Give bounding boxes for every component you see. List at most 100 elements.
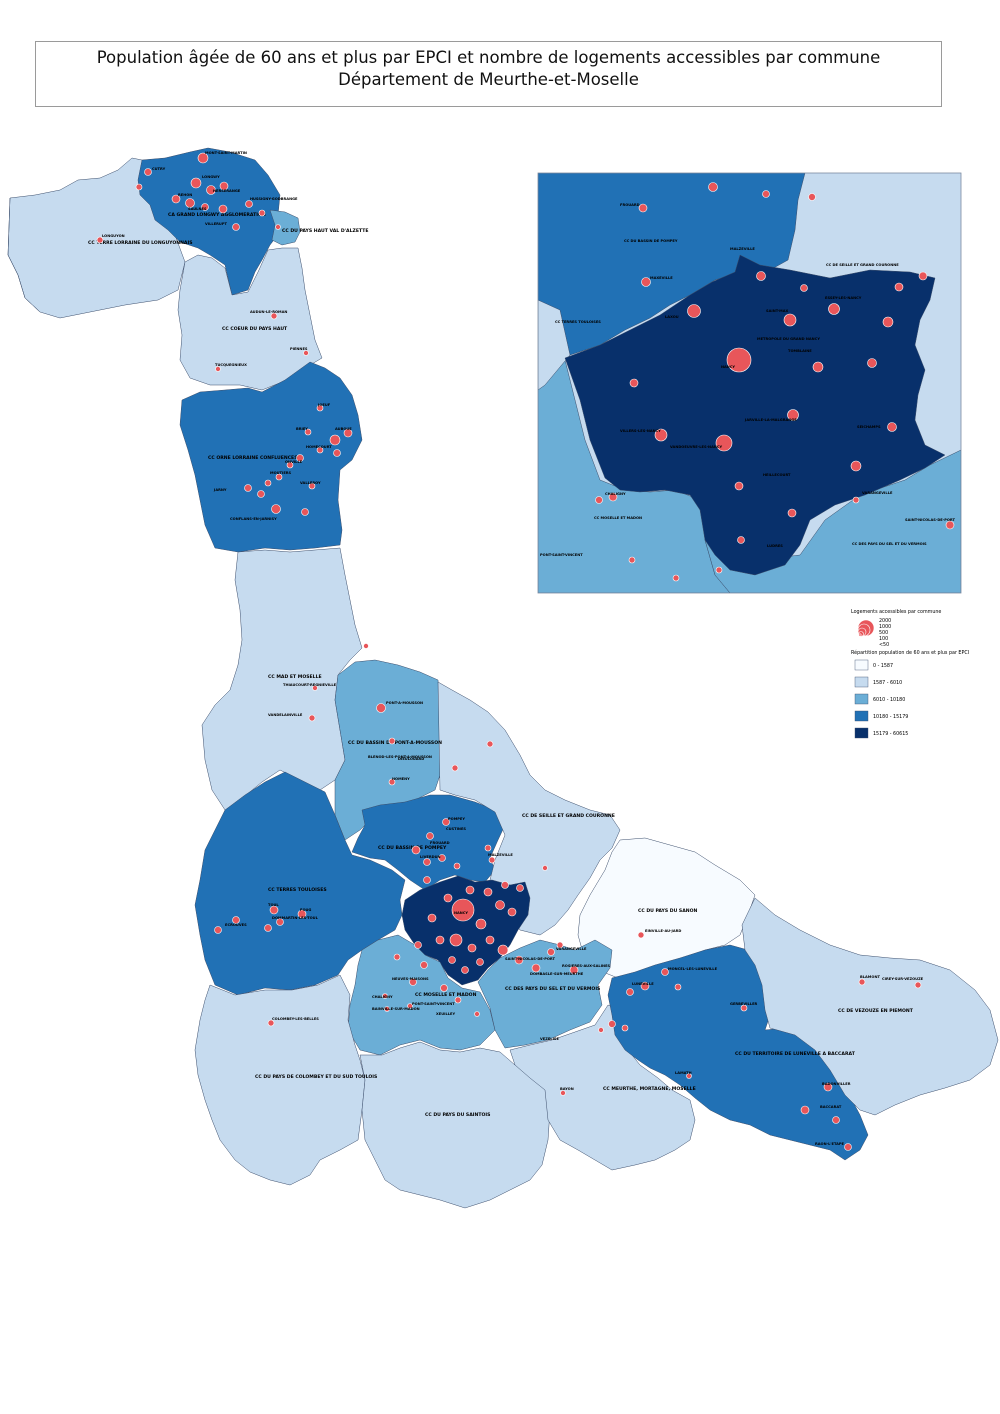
inset-commune-label: SEICHAMPS (857, 425, 881, 429)
commune-label: TOUL (268, 903, 279, 907)
epci-seille-grand-couronne (437, 681, 621, 936)
inset-commune-label: LAXOU (665, 315, 679, 319)
commune-bubble (608, 1020, 616, 1028)
commune-bubble (297, 909, 307, 919)
inset-bubble (608, 492, 618, 502)
commune-label: MALZEVILLE (488, 853, 513, 857)
inset-epci-label: CC DU BASSIN DE POMPEY (624, 239, 678, 243)
commune-bubble (484, 844, 492, 852)
epci-orne-lorraine-confluences (179, 361, 363, 553)
commune-bubble (435, 935, 445, 945)
zoom-inset: METROPOLE DU GRAND NANCY CC DE SEILLE ET… (537, 172, 962, 594)
commune-bubble (461, 966, 469, 974)
commune-label: HOMECOURT (306, 445, 332, 449)
commune-label: VILLERUPT (205, 222, 227, 226)
legend-class-label: 15179 - 60615 (873, 731, 908, 737)
legend-class-label: 0 - 1587 (873, 663, 893, 669)
commune-label: GERBEVILLER (730, 1002, 758, 1006)
inset-commune-label: SAINT-MAX (766, 309, 788, 313)
inset-bubble (595, 496, 603, 504)
commune-bubble (420, 961, 428, 969)
commune-label: PONT-SAINT-VINCENT (412, 1002, 455, 1006)
epci-label: CA GRAND LONGWY AGGLOMERATION (168, 212, 266, 218)
commune-bubble (621, 1024, 629, 1032)
commune-label: SAULNES (188, 207, 207, 211)
commune-label: CUTRY (152, 167, 166, 171)
commune-label: NANCY (454, 911, 468, 915)
commune-label: LONGUYON (102, 234, 125, 238)
epci-label: CC DU PAYS DE COLOMBEY ET DU SUD TOULOIS (255, 1074, 377, 1080)
commune-bubble (232, 916, 240, 924)
commune-bubble (443, 893, 453, 903)
commune-label: REHON (178, 193, 192, 197)
commune-label: BAYON (560, 1087, 574, 1091)
commune-bubble (363, 643, 369, 649)
commune-bubble (276, 918, 284, 926)
legend-swatch-class2 (854, 676, 869, 688)
commune-bubble (426, 832, 434, 840)
commune-bubble (414, 941, 422, 949)
commune-bubble (214, 926, 222, 934)
epci-label: CC DU PAYS HAUT VAL D'ALZETTE (282, 228, 369, 234)
inset-commune-label: NANCY (721, 365, 735, 369)
epci-label: CC DU PAYS DU SAINTOIS (425, 1112, 490, 1118)
commune-bubble (411, 845, 421, 855)
commune-bubble (832, 1116, 840, 1124)
commune-bubble (542, 865, 548, 871)
epci-label: CC MAD ET MOSELLE (268, 674, 322, 680)
commune-label: XEUILLEY (436, 1012, 456, 1016)
commune-bubble (303, 350, 309, 356)
commune-label: THIAUCOURT-REGNIEVILLE (283, 683, 337, 687)
commune-bubble (382, 993, 388, 999)
commune-bubble (448, 956, 456, 964)
commune-label: VARANGEVILLE (556, 947, 587, 951)
commune-bubble (516, 884, 524, 892)
inset-bubble (918, 271, 928, 281)
commune-label: COLOMBEY-LES-BELLES (272, 1017, 319, 1021)
inset-commune-label: FROUARD (620, 203, 640, 207)
commune-label: NEUVES-MAISONS (392, 977, 429, 981)
commune-bubble (423, 858, 431, 866)
epci-label: CC DU PAYS DU SANON (638, 908, 698, 914)
commune-label: BRIEY (296, 427, 308, 431)
commune-label: HERSERANGE (213, 189, 241, 193)
commune-bubble (465, 885, 475, 895)
commune-label: DOMBASLE-SUR-MEURTHE (530, 972, 584, 976)
inset-bubble (808, 193, 816, 201)
legend-bubble-50 (858, 633, 862, 637)
commune-bubble (598, 1027, 604, 1033)
epci-label: CC DE SEILLE ET GRAND COURONNE (522, 813, 615, 819)
inset-bubble (850, 460, 862, 472)
commune-bubble (393, 953, 401, 961)
commune-bubble (384, 1006, 390, 1012)
inset-epci-pays-sel-vermois (704, 449, 961, 593)
legend-swatch-class3 (854, 693, 869, 705)
commune-bubble (858, 978, 866, 986)
inset-bubble (828, 303, 840, 315)
epci-label: CC DU BASSIN DE PONT-A-MOUSSON (348, 740, 442, 746)
commune-label: HUSSIGNY-GODBRANGE (250, 197, 298, 201)
commune-bubble (343, 428, 353, 438)
commune-bubbles-main (96, 152, 922, 1151)
inset-commune-label: MALZEVILLE (730, 247, 755, 251)
commune-bubble (449, 933, 463, 947)
commune-bubble (264, 479, 272, 487)
commune-bubble (218, 204, 228, 214)
commune-bubble (215, 366, 221, 372)
inset-bubble (852, 496, 860, 504)
commune-bubble (453, 862, 461, 870)
commune-label: VANDELAINVILLE (268, 713, 303, 717)
commune-bubble (442, 818, 450, 826)
commune-bubble (483, 887, 493, 897)
legend-class-label: 10180 - 15179 (873, 714, 908, 720)
commune-bubble (258, 209, 266, 217)
commune-label: CUSTINES (446, 827, 466, 831)
commune-bubble (800, 1105, 810, 1115)
legend-bubble-title: Logements accessibles par commune (851, 609, 941, 615)
epci-pays-saintois (359, 1041, 551, 1209)
inset-commune-label: CHALIGNY (605, 492, 626, 496)
legend-swatch-class1 (854, 659, 869, 671)
commune-bubble (440, 984, 448, 992)
inset-bubble (734, 481, 744, 491)
commune-bubble-nancy (451, 898, 475, 922)
